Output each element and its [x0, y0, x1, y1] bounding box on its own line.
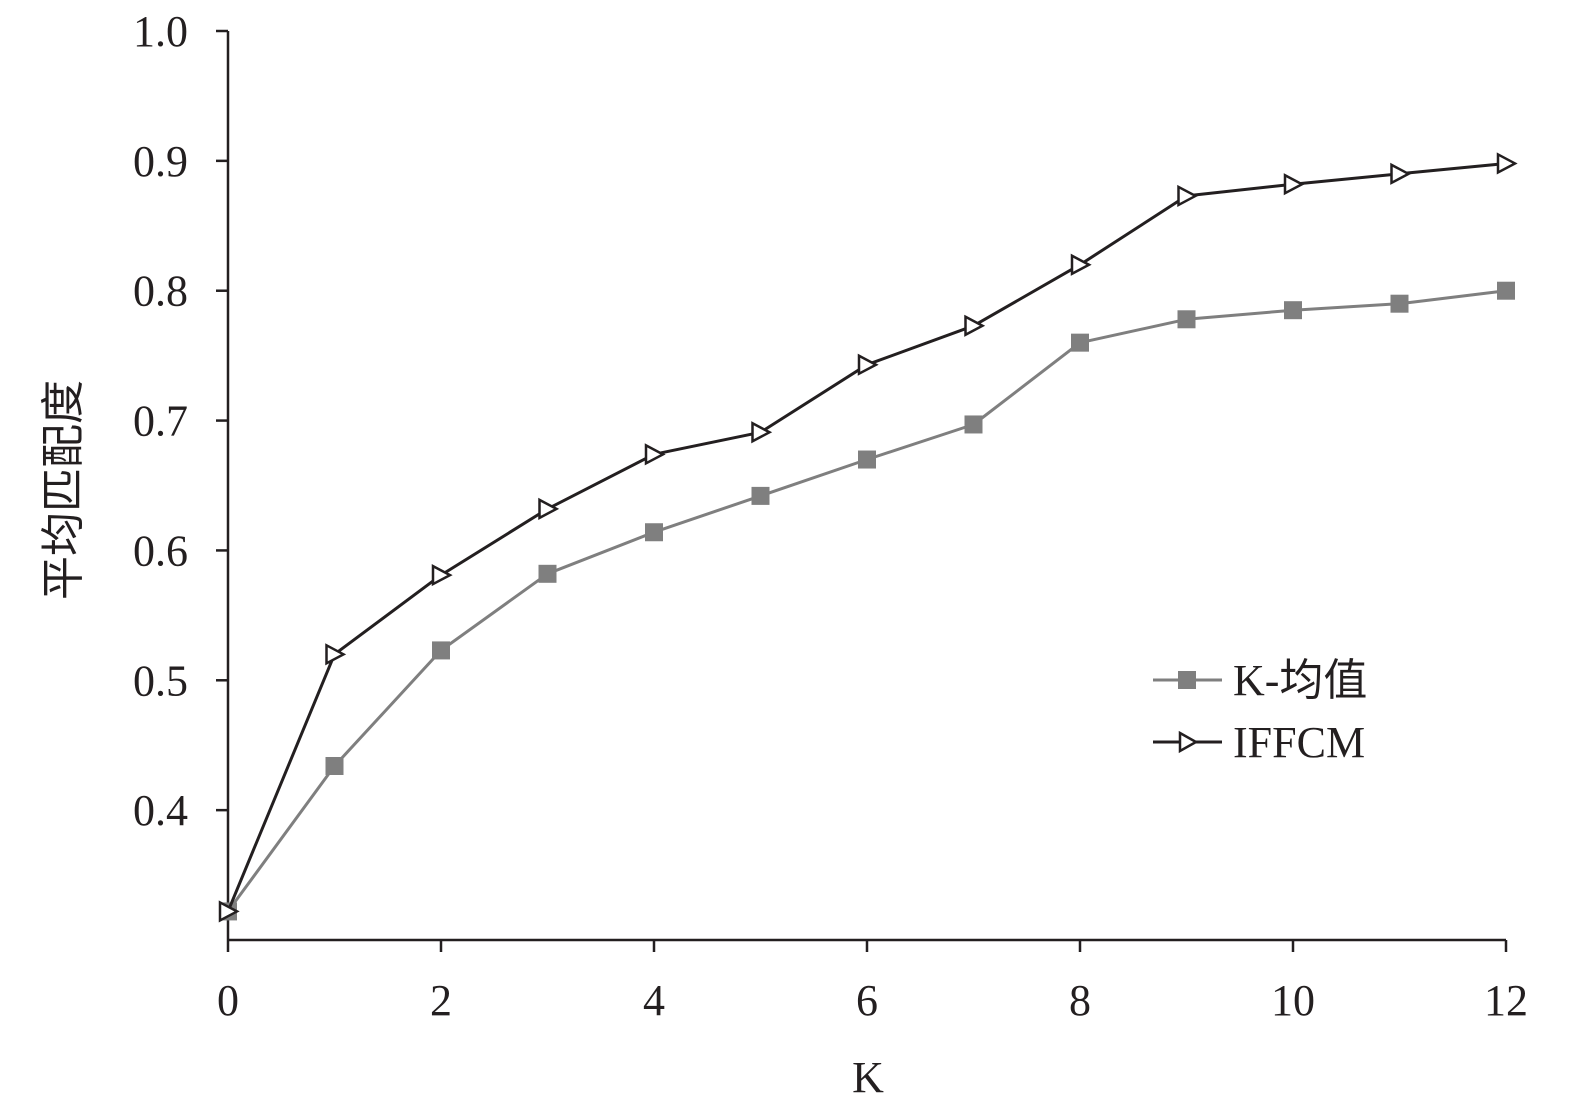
data-point-triangle — [218, 900, 240, 923]
legend: K-均值 IFFCM — [1153, 656, 1367, 767]
y-tick-label: 0.6 — [133, 526, 188, 575]
y-tick-label: 0.5 — [133, 656, 188, 705]
x-tick-label: 0 — [217, 976, 239, 1025]
legend-label-iffcm: IFFCM — [1233, 718, 1365, 767]
data-point-triangle — [857, 353, 879, 376]
data-point-triangle — [1496, 152, 1518, 175]
data-point-triangle — [1070, 253, 1092, 276]
y-tick-label: 0.9 — [133, 137, 188, 186]
data-point-square — [1284, 301, 1302, 320]
series-k-means — [219, 281, 1515, 921]
series-line — [226, 162, 1507, 912]
data-point-triangle — [1283, 173, 1305, 196]
data-point-triangle — [325, 643, 347, 666]
data-point-triangle — [431, 564, 453, 587]
x-axis-title: K — [852, 1053, 884, 1102]
data-point-square — [1390, 294, 1409, 313]
data-point-triangle — [964, 314, 986, 337]
data-point-square — [1177, 310, 1196, 329]
data-point-square — [645, 523, 663, 542]
series-layer — [218, 152, 1518, 923]
data-point-triangle — [751, 421, 773, 444]
data-point-triangle — [1177, 184, 1199, 207]
x-tick-label: 6 — [856, 976, 878, 1025]
x-tick-label: 2 — [430, 976, 452, 1025]
x-tick-label: 12 — [1484, 976, 1528, 1025]
data-point-triangle — [1390, 162, 1412, 185]
x-tick-label: 10 — [1271, 976, 1315, 1025]
y-tick-label: 0.8 — [133, 267, 188, 316]
series-iffcm — [218, 152, 1518, 923]
legend-label-k-means: K-均值 — [1233, 656, 1367, 705]
legend-item-k-means: K-均值 — [1153, 656, 1367, 705]
y-axis-title: 平均匹配度 — [39, 380, 88, 600]
legend-item-iffcm: IFFCM — [1153, 718, 1365, 767]
data-point-square — [1071, 333, 1089, 352]
data-point-square — [432, 641, 450, 660]
series-line — [226, 289, 1507, 913]
axes: 0.4 0.5 0.6 0.7 0.8 0.9 1.0 0 2 4 6 8 10 12 — [133, 7, 1528, 1025]
x-tick-label: 4 — [643, 976, 665, 1025]
y-tick-label: 0.7 — [133, 397, 188, 446]
data-point-square — [1497, 281, 1515, 300]
data-point-triangle — [538, 497, 560, 520]
legend-marker-triangle — [1178, 730, 1199, 754]
legend-marker-square — [1178, 671, 1196, 689]
data-point-triangle — [644, 443, 666, 466]
data-point-square — [751, 486, 770, 505]
data-point-square — [325, 756, 344, 775]
y-tick-label: 0.4 — [133, 786, 188, 835]
data-point-square — [538, 564, 557, 583]
y-tick-label: 1.0 — [133, 7, 188, 56]
data-point-square — [858, 450, 876, 469]
x-tick-label: 8 — [1069, 976, 1091, 1025]
data-point-square — [964, 415, 983, 434]
